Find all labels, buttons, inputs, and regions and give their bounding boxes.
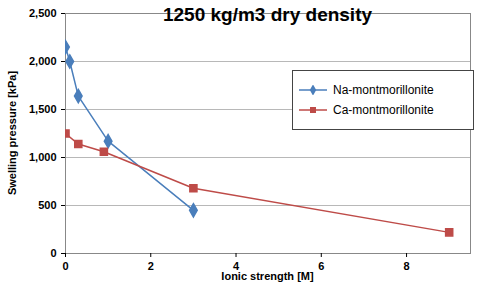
svg-text:4: 4 [233,260,240,273]
html-text:Swelling pressure [kPa]: Swelling pressure [kPa] [6,70,19,196]
svg-text:6: 6 [318,260,324,272]
svg-text:0: 0 [50,247,56,259]
svg-text:2: 2 [148,260,154,272]
svg-text:1,000: 1,000 [29,151,57,163]
svg-text:1,500: 1,500 [29,103,57,115]
svg-text:0: 0 [62,260,68,272]
html-text:Ionic strength [M]: Ionic strength [M] [221,270,314,282]
svg-text:2,000: 2,000 [29,55,57,67]
svg-text:500: 500 [38,199,56,211]
svg-text:8: 8 [403,260,409,272]
html-text:Ca-montmorillonite: Ca-montmorillonite [333,103,434,117]
html-text:Na-montmorillonite: Na-montmorillonite [333,83,434,97]
svg-text:2,500: 2,500 [29,7,57,19]
html-text:1250 kg/m3 dry density: 1250 kg/m3 dry density [162,4,372,25]
